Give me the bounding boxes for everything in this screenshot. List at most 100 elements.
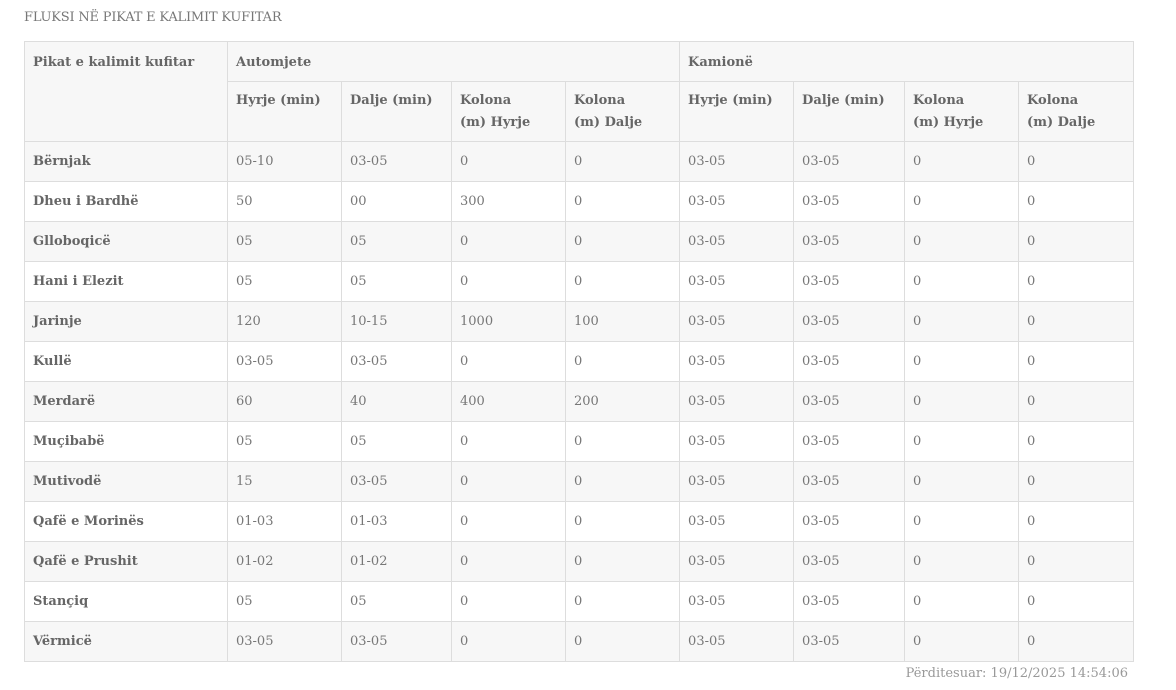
table-row: Vërmicë 03-05 03-05 0 0 03-05 03-05 0 0 <box>24 621 1135 662</box>
crossing-name: Qafë e Prushit <box>24 541 228 582</box>
cell: 05 <box>341 581 452 622</box>
cell: 03-05 <box>793 581 906 622</box>
cell: 03-05 <box>793 541 906 582</box>
header-crossing: Pikat e kalimit kufitar <box>24 41 228 142</box>
cell: 03-05 <box>679 341 795 382</box>
cell: 0 <box>904 421 1020 462</box>
cell: 01-02 <box>227 541 342 582</box>
crossing-name: Kullë <box>24 341 228 382</box>
cell: 0 <box>1018 501 1135 542</box>
cell: 01-03 <box>341 501 452 542</box>
cell: 0 <box>451 421 566 462</box>
cell: 0 <box>1018 141 1135 182</box>
cell: 0 <box>451 621 566 662</box>
table-row: Bërnjak 05-10 03-05 0 0 03-05 03-05 0 0 <box>24 141 1135 182</box>
cell: 03-05 <box>793 221 906 262</box>
cell: 0 <box>564 141 681 182</box>
cell: 01-03 <box>227 501 342 542</box>
subheader: Hyrje (min) <box>227 81 342 142</box>
cell: 05 <box>227 421 342 462</box>
cell: 300 <box>451 181 566 222</box>
cell: 0 <box>564 461 681 502</box>
cell: 0 <box>1018 581 1135 622</box>
cell: 0 <box>564 501 681 542</box>
cell: 03-05 <box>341 621 452 662</box>
cell: 100 <box>564 301 681 342</box>
crossing-name: Hani i Elezit <box>24 261 228 302</box>
cell: 0 <box>451 461 566 502</box>
cell: 03-05 <box>793 141 906 182</box>
crossing-name: Stançiq <box>24 581 228 622</box>
subheader: Dalje (min) <box>341 81 452 142</box>
cell: 0 <box>564 261 681 302</box>
subheader: Kolona (m) Hyrje <box>904 81 1020 142</box>
cell: 0 <box>564 581 681 622</box>
crossing-name: Dheu i Bardhë <box>24 181 228 222</box>
cell: 0 <box>904 541 1020 582</box>
crossing-name: Merdarë <box>24 381 228 422</box>
cell: 10-15 <box>341 301 452 342</box>
table-row: Qafë e Morinës 01-03 01-03 0 0 03-05 03-05 0 0 <box>24 501 1135 542</box>
cell: 05-10 <box>227 141 342 182</box>
cell: 0 <box>904 381 1020 422</box>
cell: 0 <box>904 581 1020 622</box>
table-row: Glloboqicë 05 05 0 0 03-05 03-05 0 0 <box>24 221 1135 262</box>
subheader: Kolona (m) Hyrje <box>451 81 566 142</box>
cell: 200 <box>564 381 681 422</box>
cell: 03-05 <box>793 181 906 222</box>
cell: 0 <box>904 621 1020 662</box>
table-row: Jarinje 120 10-15 1000 100 03-05 03-05 0 0 <box>24 301 1135 342</box>
crossing-name: Bërnjak <box>24 141 228 182</box>
cell: 0 <box>1018 181 1135 222</box>
cell: 0 <box>451 141 566 182</box>
header-cars: Automjete <box>226 41 681 82</box>
cell: 0 <box>564 341 681 382</box>
cell: 60 <box>227 381 342 422</box>
cell: 03-05 <box>227 341 342 382</box>
cell: 0 <box>1018 221 1135 262</box>
cell: 0 <box>1018 621 1135 662</box>
cell: 03-05 <box>679 581 795 622</box>
cell: 0 <box>451 341 566 382</box>
cell: 0 <box>564 181 681 222</box>
cell: 05 <box>341 421 452 462</box>
cell: 03-05 <box>679 221 795 262</box>
table-row: Kullë 03-05 03-05 0 0 03-05 03-05 0 0 <box>24 341 1135 382</box>
cell: 0 <box>564 621 681 662</box>
cell: 0 <box>451 581 566 622</box>
subheader: Dalje (min) <box>793 81 906 142</box>
cell: 03-05 <box>679 501 795 542</box>
crossing-name: Qafë e Morinës <box>24 501 228 542</box>
cell: 03-05 <box>793 461 906 502</box>
cell: 0 <box>904 181 1020 222</box>
table-row: Merdarë 60 40 400 200 03-05 03-05 0 0 <box>24 381 1135 422</box>
crossing-name: Mutivodë <box>24 461 228 502</box>
cell: 03-05 <box>793 301 906 342</box>
cell: 0 <box>904 501 1020 542</box>
cell: 0 <box>904 301 1020 342</box>
cell: 0 <box>1018 341 1135 382</box>
cell: 0 <box>904 141 1020 182</box>
cell: 0 <box>564 541 681 582</box>
cell: 05 <box>227 261 342 302</box>
table-row: Hani i Elezit 05 05 0 0 03-05 03-05 0 0 <box>24 261 1135 302</box>
cell: 03-05 <box>227 621 342 662</box>
table-row: Dheu i Bardhë 50 00 300 0 03-05 03-05 0 0 <box>24 181 1135 222</box>
cell: 0 <box>1018 381 1135 422</box>
cell: 0 <box>451 221 566 262</box>
cell: 05 <box>227 581 342 622</box>
cell: 0 <box>1018 461 1135 502</box>
cell: 0 <box>451 261 566 302</box>
cell: 03-05 <box>679 261 795 302</box>
cell: 01-02 <box>341 541 452 582</box>
subheader: Kolona (m) Dalje <box>1018 81 1135 142</box>
cell: 0 <box>904 341 1020 382</box>
page-title: FLUKSI NË PIKAT E KALIMIT KUFITAR <box>24 10 282 25</box>
crossing-name: Vërmicë <box>24 621 228 662</box>
cell: 0 <box>1018 301 1135 342</box>
cell: 0 <box>904 261 1020 302</box>
cell: 03-05 <box>679 461 795 502</box>
last-updated: Përditesuar: 19/12/2025 14:54:06 <box>905 666 1128 681</box>
cell: 03-05 <box>341 141 452 182</box>
cell: 0 <box>564 221 681 262</box>
